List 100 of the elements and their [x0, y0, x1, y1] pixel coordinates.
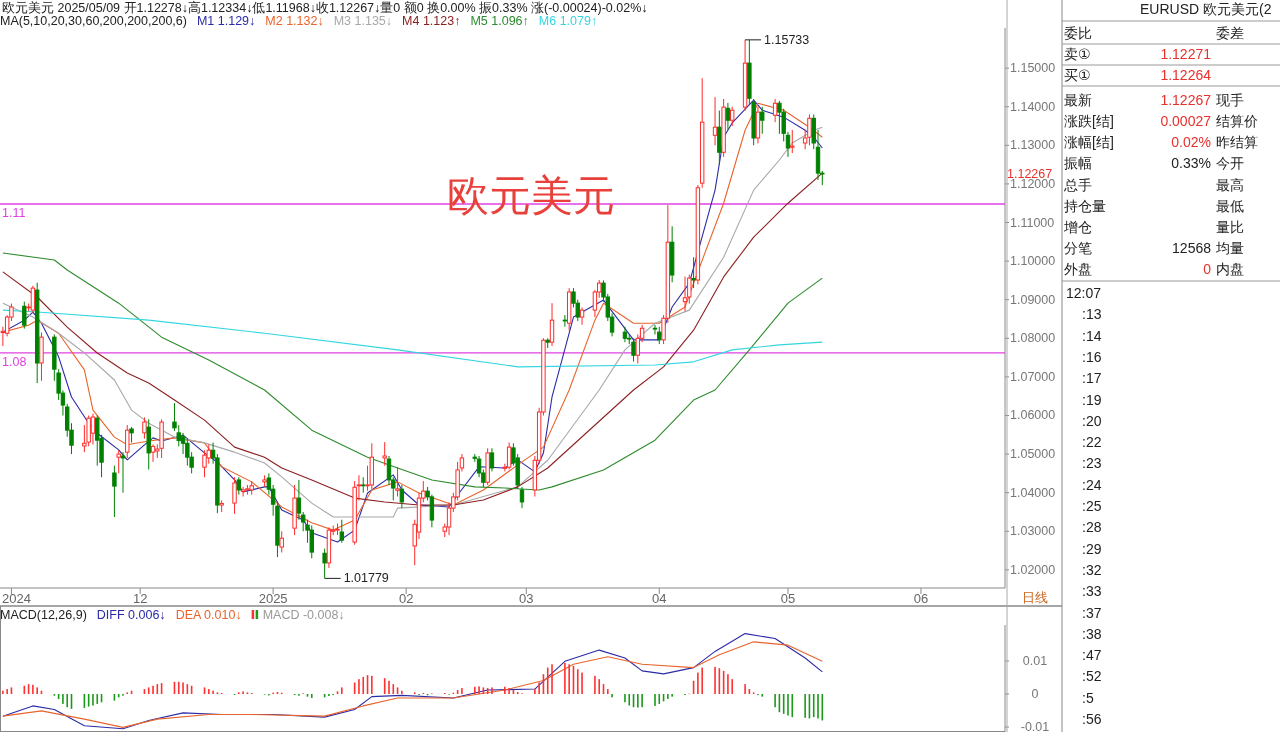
- legend-title: MACD(12,26,9): [0, 608, 87, 622]
- text: DIFF 0.006↓: [96, 608, 166, 622]
- text: 0.33%: [1171, 155, 1211, 171]
- candlestick: [395, 466, 400, 498]
- text: 买①: [1064, 67, 1091, 83]
- candlestick: [279, 530, 284, 553]
- text: 卖①: [1064, 46, 1091, 62]
- candlestick: [790, 129, 795, 154]
- text: :28: [1082, 519, 1102, 536]
- candlestick: [519, 486, 525, 509]
- y-tick-label: 1.09000: [1010, 292, 1056, 307]
- text: :33: [1082, 583, 1102, 600]
- y-tick-label: 1.02000: [1010, 562, 1056, 577]
- text: :22: [1082, 434, 1102, 451]
- text: 总手: [1063, 177, 1092, 193]
- text: 涨跌[结]: [1064, 113, 1114, 129]
- annotation: 1.15733: [764, 32, 810, 47]
- text: :52: [1082, 668, 1102, 685]
- candlestick: [730, 106, 735, 127]
- y-tick-label: -0.01: [1020, 720, 1050, 732]
- x-tick-label: 2025: [258, 591, 288, 606]
- text: 涨幅[结]: [1064, 134, 1114, 150]
- text: 分笔: [1064, 240, 1092, 256]
- text: :17: [1082, 370, 1102, 387]
- annotation: 1.01779: [343, 571, 389, 586]
- y-tick-label: 1.14000: [1010, 99, 1056, 114]
- text: :25: [1082, 498, 1102, 514]
- candlestick: [489, 447, 495, 472]
- candlestick: [631, 337, 636, 362]
- text: M2 1.132↓: [265, 14, 324, 28]
- text: :20: [1082, 412, 1102, 429]
- candlestick: [772, 98, 778, 123]
- candlestick: [562, 314, 568, 328]
- text: 0.02%: [1171, 134, 1211, 150]
- text: M4 1.123↑: [402, 14, 461, 28]
- candlestick: [116, 449, 121, 474]
- candlestick: [399, 484, 405, 509]
- y-tick-label: 1.04000: [1010, 485, 1056, 500]
- candlestick: [691, 256, 696, 289]
- text: 昨结算: [1216, 134, 1258, 150]
- text: :56: [1082, 711, 1102, 727]
- candlestick: [760, 106, 765, 135]
- text: :16: [1082, 348, 1102, 365]
- text: 持仓量: [1064, 198, 1106, 214]
- y-tick-label: 1.13000: [1010, 138, 1056, 153]
- x-tick-label: 02: [398, 591, 414, 606]
- text: 1.12271: [1160, 46, 1212, 62]
- y-tick-label: 1.08000: [1010, 331, 1056, 346]
- text: 最高: [1216, 177, 1244, 193]
- text: 最新: [1064, 92, 1092, 108]
- text: M1 1.129↓: [196, 14, 256, 28]
- text: :32: [1082, 561, 1102, 578]
- text: 均量: [1215, 240, 1244, 256]
- candlestick: [429, 494, 435, 528]
- candlestick: [386, 455, 392, 486]
- text: 内盘: [1216, 261, 1244, 277]
- x-tick-label: 12: [132, 591, 148, 606]
- text: EURUSD 欧元美元(2: [1140, 1, 1272, 17]
- text: 今开: [1216, 155, 1244, 171]
- text: :37: [1082, 604, 1102, 621]
- text: 0: [1203, 261, 1212, 277]
- candlestick: [322, 548, 327, 579]
- y-tick-label: 1.05000: [1010, 447, 1056, 462]
- text: 1.12264: [1160, 67, 1212, 83]
- candlestick: [712, 96, 718, 146]
- text: 结算价: [1216, 113, 1258, 129]
- y-tick-label: 0: [1031, 687, 1039, 702]
- ref-line-label: 1.08: [2, 354, 27, 369]
- text: 增仓: [1063, 219, 1092, 235]
- x-tick-label: 06: [913, 591, 929, 606]
- text: :24: [1082, 476, 1102, 493]
- text: :5: [1082, 689, 1094, 706]
- candlestick: [180, 432, 186, 455]
- legend-label: MACD -0.008↓: [262, 608, 345, 622]
- candlestick: [22, 301, 27, 330]
- text: 振幅: [1064, 155, 1092, 171]
- candlestick: [579, 306, 585, 326]
- candlestick: [296, 479, 302, 521]
- y-tick-label: 1.10000: [1010, 254, 1056, 269]
- line-series: [2, 252, 823, 491]
- text: :38: [1082, 625, 1102, 642]
- text: 委差: [1216, 25, 1244, 41]
- x-tick-label: 04: [652, 591, 667, 606]
- y-tick-label: 1.06000: [1010, 408, 1056, 423]
- ref-line-label: 1.11: [2, 205, 26, 220]
- x-tick-label: 05: [780, 591, 796, 606]
- text: :14: [1082, 327, 1102, 344]
- text: 最低: [1216, 198, 1244, 214]
- candlestick: [232, 476, 237, 515]
- candlestick: [361, 476, 366, 494]
- text: 12568: [1172, 240, 1212, 256]
- text: :19: [1082, 391, 1102, 408]
- text: :13: [1082, 306, 1102, 323]
- text: 1.12267: [1160, 92, 1212, 108]
- candlestick: [309, 524, 314, 559]
- text: :23: [1082, 455, 1102, 472]
- candlestick: [90, 413, 96, 445]
- text: 外盘: [1064, 261, 1092, 277]
- y-tick-label: 1.07000: [1010, 369, 1056, 384]
- line-series: [2, 309, 823, 368]
